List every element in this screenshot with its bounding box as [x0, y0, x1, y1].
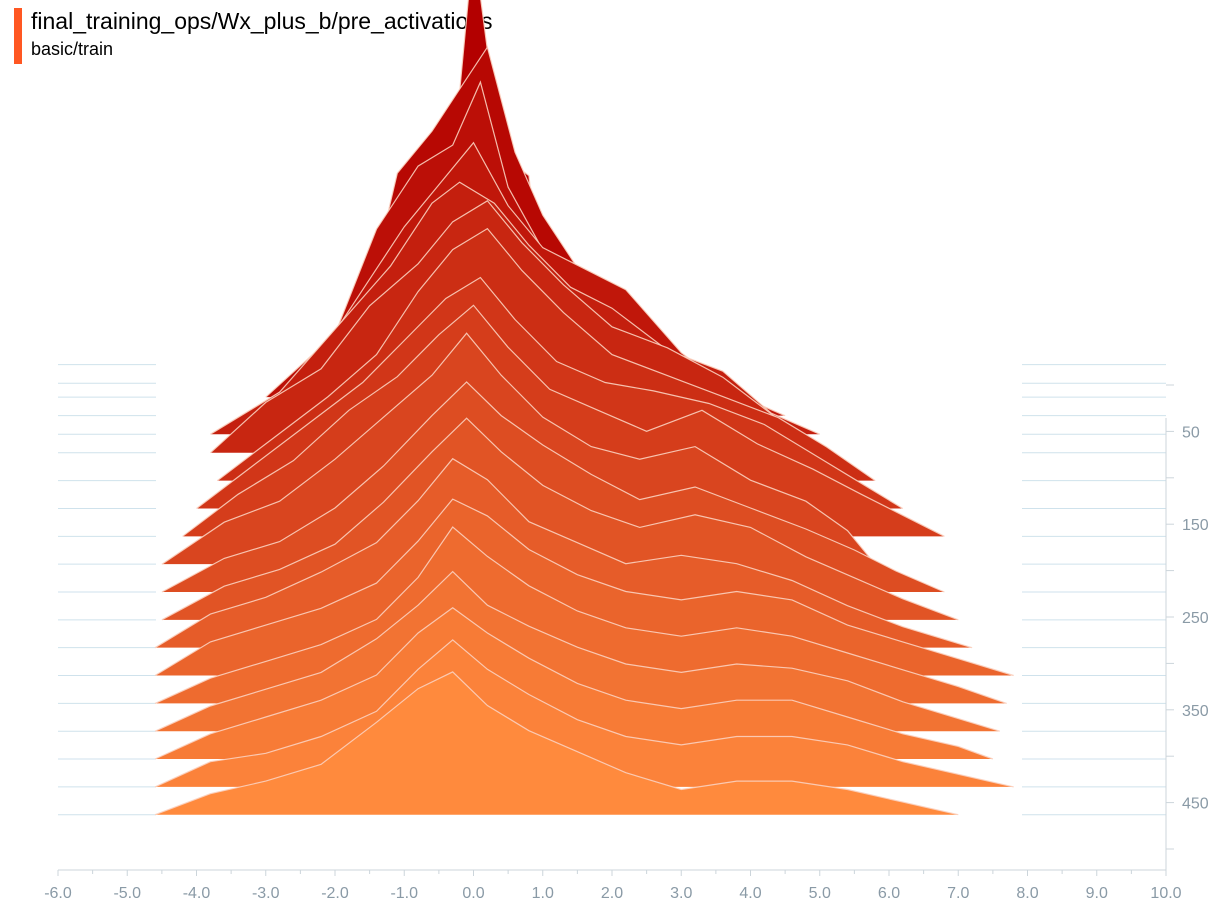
histogram-ridge-outline: [154, 607, 994, 760]
histogram-ridge-outline: [161, 417, 959, 621]
histogram-ridge-outline: [196, 276, 904, 510]
x-tick-label: -4.0: [183, 885, 211, 902]
x-tick-label: -1.0: [390, 885, 418, 902]
x-tick-label: -6.0: [44, 885, 72, 902]
x-tick-label: 6.0: [878, 885, 900, 902]
x-tick-label: 4.0: [739, 885, 761, 902]
card-title: final_training_ops/Wx_plus_b/pre_activat…: [31, 8, 493, 34]
x-tick-label: 0.0: [462, 885, 484, 902]
y-axis: 50 150 250 350 450: [1165, 384, 1209, 870]
card-accent-bar: [14, 8, 22, 64]
histogram-ridge-outline: [244, 141, 786, 417]
histogram-ridge-outline: [209, 200, 834, 454]
x-axis: -6.0 -5.0 -4.0 -3.0 -2.0 -1.0 0.0 1.0 2.0 3.0 4.0 5…: [44, 869, 1182, 902]
histogram-ridge-outline: [154, 498, 1014, 677]
y-tick-label: 50: [1182, 424, 1200, 441]
x-tick-label: -2.0: [321, 885, 349, 902]
x-tick-label: 5.0: [809, 885, 831, 902]
histogram-ridge-outline: [161, 332, 876, 565]
run-name: basic/train: [31, 39, 114, 59]
histogram-ridge-outline: [154, 671, 959, 816]
histogram-ridge-outline: [154, 570, 1000, 732]
y-tick-label: 450: [1182, 796, 1209, 813]
histogram-ridge-outline: [210, 181, 821, 435]
x-tick-label: 7.0: [947, 885, 969, 902]
run-guide-lines: [58, 364, 1166, 816]
histogram-ridge-outline: [154, 526, 1007, 704]
x-tick-label: 9.0: [1086, 885, 1108, 902]
x-tick-label: 8.0: [1016, 885, 1038, 902]
histogram-ridge-outline: [154, 457, 973, 649]
x-tick-label: 3.0: [670, 885, 692, 902]
x-tick-label: 10.0: [1150, 885, 1181, 902]
histogram-ridge-outline: [182, 304, 945, 537]
x-tick-label: 1.0: [532, 885, 554, 902]
histogram-ridge-outline: [216, 227, 876, 482]
x-tick-label: 2.0: [601, 885, 623, 902]
y-tick-label: 150: [1182, 517, 1209, 534]
y-tick-label: 250: [1182, 610, 1209, 627]
y-tick-label: 350: [1182, 703, 1209, 720]
histogram-ridges[interactable]: [154, 0, 1014, 816]
x-tick-label: -5.0: [113, 885, 141, 902]
histogram-ridge-outline: [154, 639, 1014, 788]
histogram-ridge-outline: [161, 381, 945, 593]
x-tick-label: -3.0: [252, 885, 280, 902]
